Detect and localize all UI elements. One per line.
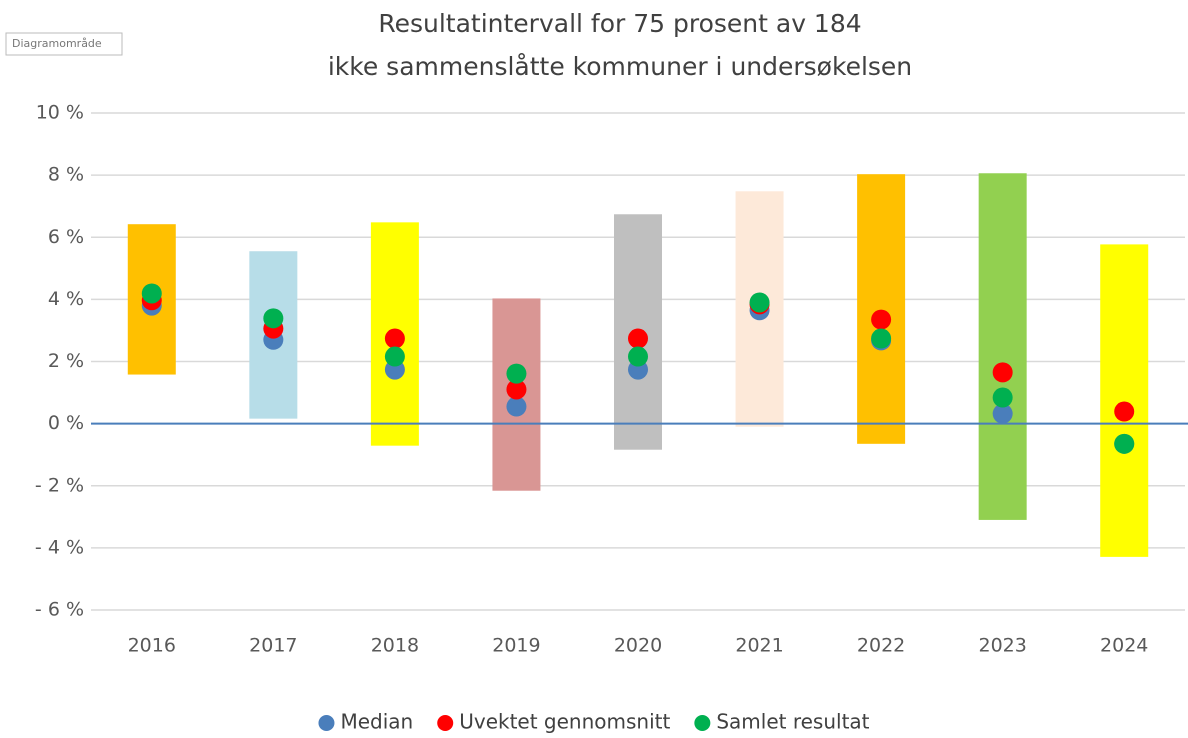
dot [1114, 401, 1135, 422]
y-tick-label: - 6 % [35, 599, 84, 621]
dot [992, 403, 1013, 424]
dot [628, 328, 648, 349]
dot [992, 387, 1013, 408]
y-tick-label: 4 % [48, 288, 84, 310]
legend-label: Uvektet gennomsnitt [459, 710, 670, 734]
y-tick-label: 8 % [48, 164, 84, 186]
dot [141, 283, 162, 304]
dot [506, 396, 527, 417]
x-tick-label: 2018 [371, 635, 419, 657]
range-bar [1100, 244, 1149, 557]
x-tick-label: 2020 [614, 635, 662, 657]
legend-marker [437, 715, 454, 731]
legend-label: Median [340, 710, 413, 734]
tooltip-box [5, 32, 123, 56]
y-tick-label: 2 % [48, 350, 84, 372]
legend-label: Samlet resultat [716, 710, 869, 734]
dot [871, 309, 892, 330]
y-tick-label: 0 % [48, 412, 84, 434]
chart-title: ikke sammenslåtte kommuner i undersøkels… [328, 52, 912, 81]
dot [749, 292, 770, 313]
dot [992, 362, 1013, 383]
x-tick-label: 2023 [978, 635, 1026, 657]
dot [628, 346, 648, 367]
x-tick-label: 2017 [249, 635, 297, 657]
dot [506, 363, 527, 384]
dot [384, 346, 405, 367]
y-tick-label: 6 % [48, 226, 84, 248]
dot [506, 379, 527, 400]
dot [871, 328, 892, 349]
dot [1114, 433, 1135, 454]
x-tick-label: 2021 [735, 635, 783, 657]
x-tick-label: 2024 [1100, 635, 1148, 657]
y-tick-label: - 2 % [35, 474, 84, 496]
dot [263, 308, 284, 329]
range-bar [978, 173, 1027, 520]
x-tick-label: 2022 [857, 635, 905, 657]
range-bar [857, 174, 906, 444]
y-tick-label: - 4 % [35, 536, 84, 558]
dot [384, 328, 405, 349]
legend-marker [318, 715, 335, 731]
x-tick-label: 2016 [128, 635, 176, 657]
legend-marker [694, 715, 711, 731]
x-tick-label: 2019 [492, 635, 540, 657]
chart-title: Resultatintervall for 75 prosent av 184 [378, 9, 861, 38]
y-tick-label: 10 % [36, 102, 84, 124]
tooltip: Diagramområde [12, 37, 102, 50]
